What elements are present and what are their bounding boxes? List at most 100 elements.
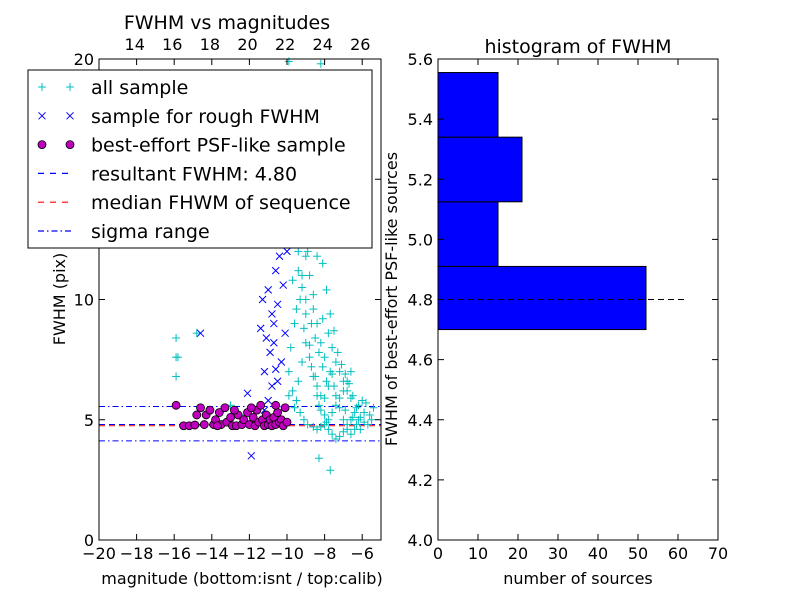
scatter-point-plus (192, 329, 201, 338)
scatter-point-plus (360, 408, 369, 417)
scatter-point-plus (350, 408, 359, 417)
scatter-point-plus (313, 252, 322, 261)
x-tick-label: 70 (708, 544, 728, 563)
scatter-point-plus (301, 309, 310, 318)
y-tick-label: 5.2 (408, 170, 433, 189)
scatter-point-x (281, 329, 289, 338)
scatter-point-plus (350, 425, 359, 434)
scatter-point-plus (296, 408, 305, 417)
scatter-point-plus (318, 314, 327, 323)
scatter-point-circle (196, 403, 205, 413)
scatter-point-x (196, 329, 205, 338)
scatter-point-x (279, 281, 288, 289)
y-tick-label: 0 (84, 531, 94, 550)
scatter-point-plus (305, 353, 314, 362)
scatter-point-plus (290, 319, 299, 328)
scatter-point-x (271, 266, 280, 275)
scatter-point-x (247, 451, 256, 460)
legend-label: all sample (91, 77, 188, 99)
scatter-point-plus (328, 370, 337, 379)
scatter-point-plus (313, 319, 322, 328)
x-tick-label: −12 (233, 544, 267, 563)
scatter-point-plus (354, 415, 363, 424)
left-scatter-points (171, 57, 378, 475)
scatter-point-plus (346, 430, 355, 439)
top-x-tick-label: 20 (237, 35, 257, 54)
x-tick-label: −14 (195, 544, 229, 563)
scatter-point-plus (314, 454, 323, 463)
x-tick-label: −10 (270, 544, 304, 563)
x-tick-label: −18 (120, 544, 154, 563)
scatter-point-plus (305, 271, 314, 280)
scatter-point-plus (335, 403, 344, 412)
y-tick-label: 10 (74, 291, 94, 310)
top-x-tick-label: 24 (313, 35, 333, 54)
y-tick-label: 5 (84, 411, 94, 430)
scatter-point-plus (333, 348, 342, 357)
scatter-point-plus (313, 382, 322, 391)
scatter-point-x (256, 324, 265, 333)
top-x-tick-label: 16 (162, 35, 182, 54)
x-tick-label: −16 (157, 544, 191, 563)
x-tick-label: 0 (433, 544, 443, 563)
x-tick-label: −6 (350, 544, 374, 563)
x-tick-label: −8 (313, 544, 337, 563)
scatter-point-plus (363, 420, 372, 429)
x-tick-label: 30 (548, 544, 568, 563)
right-chart-title: histogram of FWHM (484, 36, 671, 58)
left-top-ticks: 14 16 18 20 22 24 26 (125, 35, 371, 54)
scatter-point-plus (324, 425, 333, 434)
scatter-point-x (243, 389, 252, 398)
scatter-point-plus (348, 413, 357, 422)
legend-item: all sample (38, 77, 188, 99)
scatter-point-plus (314, 401, 323, 410)
histogram-bar (437, 72, 499, 138)
right-plot: 0 10 20 30 40 50 60 70 4.0 4.2 4.4 4.6 4.8 5.0 5.2 5.4… (382, 36, 728, 588)
scatter-point-plus (367, 415, 376, 424)
scatter-point-circle (271, 400, 281, 410)
scatter-point-x (273, 300, 282, 309)
top-x-tick-label: 14 (125, 35, 145, 54)
legend-item: best-effort PSF-like sample (37, 135, 346, 157)
scatter-point-plus (322, 285, 331, 294)
scatter-point-circle (190, 420, 200, 430)
scatter-point-x (258, 295, 267, 304)
scatter-point-plus (346, 367, 355, 376)
scatter-point-x (271, 365, 280, 374)
scatter-point-plus (313, 391, 322, 400)
legend-box (27, 69, 373, 249)
scatter-point-plus (299, 415, 308, 424)
x-tick-label: 10 (468, 544, 488, 563)
scatter-point-plus (316, 406, 325, 415)
scatter-point-circle (248, 412, 258, 422)
scatter-point-x (283, 247, 291, 256)
histogram-bar (437, 265, 647, 331)
scatter-point-circle (226, 412, 236, 422)
scatter-point-plus (328, 408, 337, 417)
scatter-point-x (277, 358, 286, 366)
scatter-point-plus (288, 386, 297, 395)
scatter-point-plus (320, 410, 329, 419)
scatter-point-plus (294, 247, 303, 256)
legend-label: resultant FWHM: 4.80 (91, 163, 297, 185)
scatter-point-plus (335, 367, 344, 376)
scatter-point-plus (320, 353, 329, 362)
y-tick-label: 4.6 (408, 351, 433, 370)
x-tick-label: 60 (668, 544, 688, 563)
scatter-point-plus (298, 283, 307, 292)
scatter-point-plus (341, 406, 350, 415)
x-tick-label: 50 (628, 544, 648, 563)
scatter-point-plus (318, 259, 327, 268)
scatter-point-x (268, 310, 276, 318)
scatter-point-plus (290, 403, 299, 412)
scatter-point-plus (341, 370, 350, 379)
y-tick-label: 4.4 (408, 411, 433, 430)
scatter-point-plus (301, 338, 310, 347)
scatter-point-plus (324, 329, 333, 338)
x-tick-label: −20 (82, 544, 116, 563)
scatter-point-plus (309, 290, 318, 299)
scatter-point-plus (284, 391, 293, 400)
scatter-point-plus (320, 420, 329, 429)
scatter-point-plus (318, 362, 327, 371)
